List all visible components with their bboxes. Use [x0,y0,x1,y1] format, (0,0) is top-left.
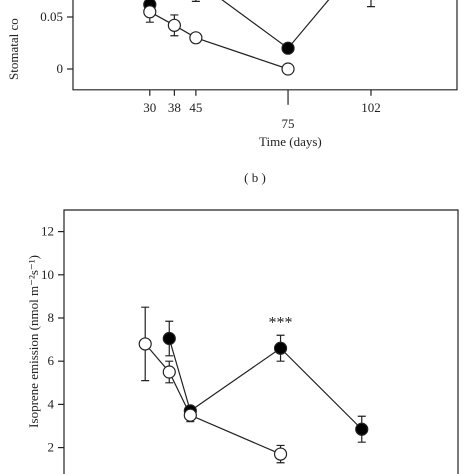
panel-caption: ( b ) [244,170,266,185]
series-line [149,0,330,50]
x-tick-label: 38 [168,100,181,115]
marker [162,331,176,346]
marker [273,341,288,355]
y-tick-label: 10 [41,267,54,282]
error-bar [366,0,375,8]
y-tick-label: 0 [57,61,64,76]
marker [281,62,295,76]
marker [355,422,369,436]
marker [281,41,295,55]
marker [189,31,203,45]
x-tick-label: 45 [189,100,202,115]
marker [143,5,157,19]
series-line [168,338,363,430]
error-bar [191,0,200,2]
y-tick-label: 8 [48,310,55,325]
marker [273,447,288,461]
annotation: *** [269,314,293,331]
frame [72,0,458,91]
marker [167,18,181,32]
x-tick-label: 75 [282,116,295,131]
y-tick-label: 6 [48,353,55,368]
y-axis-label: Stomatal co [6,18,21,80]
frame [63,209,459,474]
x-tick-label: 30 [143,100,156,115]
series-line [149,11,289,70]
y-tick-label: 4 [48,396,55,411]
x-tick-label: 102 [361,100,381,115]
series-line [144,343,281,455]
y-tick-label: 2 [48,440,55,455]
marker [183,408,197,422]
y-tick-label: 12 [41,224,54,239]
x-axis-label: Time (days) [259,134,322,149]
y-tick-label: 0.05 [40,9,63,24]
marker [162,365,176,379]
y-axis-label: Isoprene emission (nmol m⁻²s⁻¹) [26,255,41,428]
marker [138,337,152,351]
